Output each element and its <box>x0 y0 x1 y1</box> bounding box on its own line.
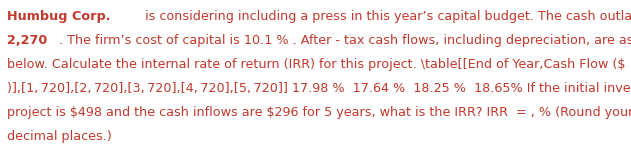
Text: below. Calculate the internal rate of return (IRR) for this project. \table[[End: below. Calculate the internal rate of re… <box>7 58 625 71</box>
Text: is considering including a press in this year’s capital budget. The cash outlay : is considering including a press in this… <box>141 10 631 23</box>
Text: project is $498 and the cash inflows are $296 for 5 years, what is the IRR? IRR : project is $498 and the cash inflows are… <box>7 106 631 119</box>
Text: )],[1, 720],[2, 720],[3, 720],[4, 720],[5, 720]] 17.98 %  17.64 %  18.25 %  18.6: )],[1, 720],[2, 720],[3, 720],[4, 720],[… <box>7 82 631 95</box>
Text: decimal places.): decimal places.) <box>7 130 112 143</box>
Text: . The firm’s cost of capital is 10.1 % . After - tax cash flows, including depre: . The firm’s cost of capital is 10.1 % .… <box>59 34 631 47</box>
Text: 2,270: 2,270 <box>7 34 47 47</box>
Text: Humbug Corp.: Humbug Corp. <box>7 10 110 23</box>
